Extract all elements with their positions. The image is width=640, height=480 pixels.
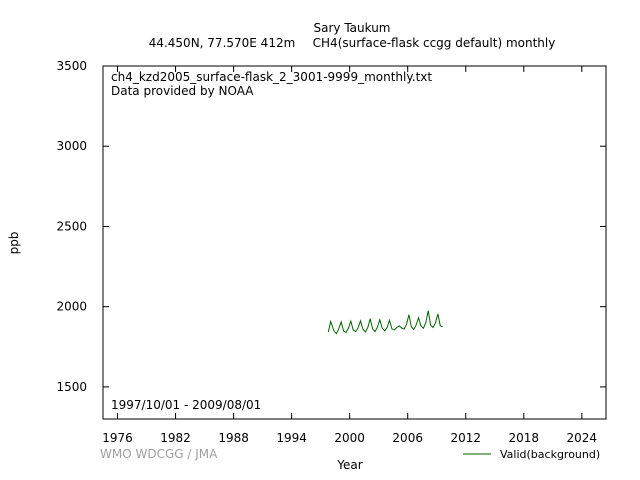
- x-tick-label: 2018: [509, 431, 540, 445]
- station-location: 44.450N, 77.570E 412m: [149, 36, 296, 50]
- x-tick-label: 2000: [334, 431, 365, 445]
- y-tick-label: 2500: [56, 219, 87, 233]
- y-axis-label: ppb: [7, 232, 21, 255]
- date-range: 1997/10/01 - 2009/08/01: [111, 398, 261, 412]
- y-tick-label: 2000: [56, 300, 87, 314]
- y-tick-label: 1500: [56, 380, 87, 394]
- credit-text: WMO WDCGG / JMA: [100, 447, 218, 461]
- legend-label: Valid(background): [500, 448, 600, 461]
- chart-title: Sary Taukum: [314, 21, 391, 35]
- x-tick-label: 2024: [567, 431, 598, 445]
- x-tick-label: 2006: [392, 431, 423, 445]
- series-group: [327, 310, 443, 335]
- x-tick-label: 1976: [102, 431, 133, 445]
- x-axis-label: Year: [336, 458, 362, 472]
- x-tick-label: 1994: [276, 431, 307, 445]
- plot-area: [102, 65, 607, 420]
- x-tick-label: 2012: [450, 431, 481, 445]
- x-tick-label: 1982: [160, 431, 191, 445]
- series-line: [327, 310, 443, 335]
- data-filename: ch4_kzd2005_surface-flask_2_3001-9999_mo…: [111, 70, 432, 84]
- y-axis-ticks: 1500 2000 2500 3000 3500: [56, 59, 606, 394]
- x-axis-ticks: 1976 1982 1988 1994 2000 2006 2012 2018 2024: [102, 66, 597, 445]
- data-provider: Data provided by NOAA: [111, 84, 254, 98]
- x-tick-label: 1988: [218, 431, 249, 445]
- y-tick-label: 3000: [56, 139, 87, 153]
- series-description: CH4(surface-flask ccgg default) monthly: [313, 36, 556, 50]
- legend: Valid(background): [463, 448, 600, 461]
- y-tick-label: 3500: [56, 59, 87, 73]
